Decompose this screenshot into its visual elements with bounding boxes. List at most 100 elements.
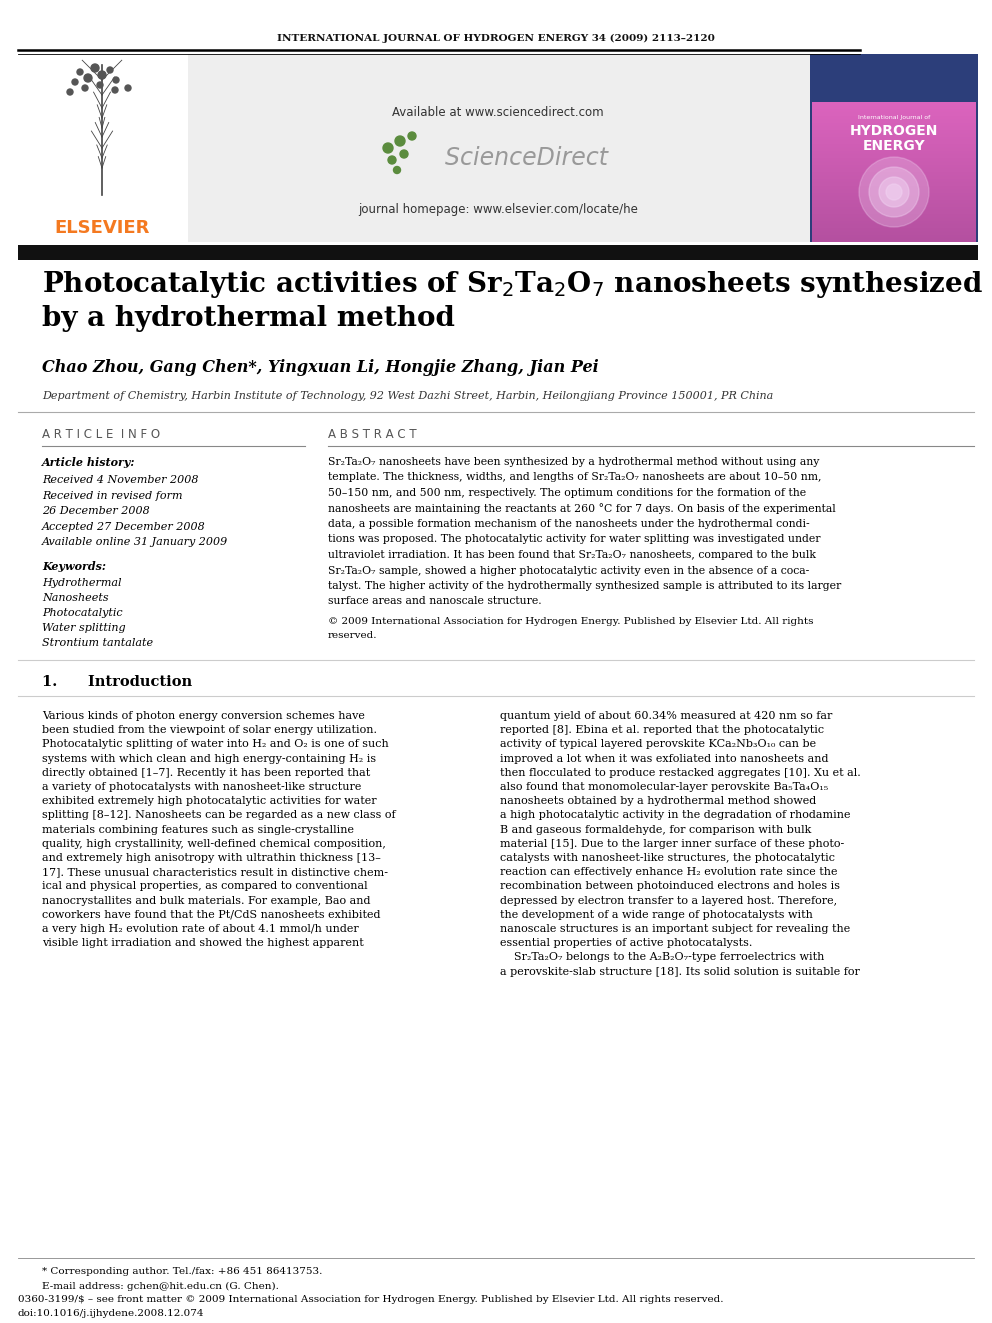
Text: doi:10.1016/j.ijhydene.2008.12.074: doi:10.1016/j.ijhydene.2008.12.074	[18, 1308, 204, 1318]
Text: coworkers have found that the Pt/CdS nanosheets exhibited: coworkers have found that the Pt/CdS nan…	[42, 910, 381, 919]
Text: nanosheets obtained by a hydrothermal method showed: nanosheets obtained by a hydrothermal me…	[500, 796, 816, 806]
Bar	[18, 54, 186, 242]
Bar	[188, 54, 810, 242]
Circle shape	[408, 132, 416, 140]
Text: E-mail address: gchen@hit.edu.cn (G. Chen).: E-mail address: gchen@hit.edu.cn (G. Che…	[42, 1282, 279, 1290]
Text: Photocatalytic splitting of water into H₂ and O₂ is one of such: Photocatalytic splitting of water into H…	[42, 740, 389, 749]
Text: journal homepage: www.elsevier.com/locate/he: journal homepage: www.elsevier.com/locat…	[358, 204, 638, 217]
Circle shape	[107, 67, 113, 73]
Circle shape	[84, 74, 92, 82]
Text: INTERNATIONAL JOURNAL OF HYDROGEN ENERGY 34 (2009) 2113–2120: INTERNATIONAL JOURNAL OF HYDROGEN ENERGY…	[277, 33, 715, 42]
Text: materials combining features such as single-crystalline: materials combining features such as sin…	[42, 824, 354, 835]
Text: ultraviolet irradiation. It has been found that Sr₂Ta₂O₇ nanosheets, compared to: ultraviolet irradiation. It has been fou…	[328, 550, 816, 560]
Text: International Journal of: International Journal of	[858, 115, 930, 120]
Text: Various kinds of photon energy conversion schemes have: Various kinds of photon energy conversio…	[42, 710, 365, 721]
Text: data, a possible formation mechanism of the nanosheets under the hydrothermal co: data, a possible formation mechanism of …	[328, 519, 809, 529]
Text: A B S T R A C T: A B S T R A C T	[328, 429, 417, 442]
Circle shape	[112, 87, 118, 93]
Circle shape	[388, 156, 396, 164]
Text: 50–150 nm, and 500 nm, respectively. The optimum conditions for the formation of: 50–150 nm, and 500 nm, respectively. The…	[328, 488, 806, 497]
Text: systems with which clean and high energy-containing H₂ is: systems with which clean and high energy…	[42, 754, 376, 763]
Text: Department of Chemistry, Harbin Institute of Technology, 92 West Dazhi Street, H: Department of Chemistry, Harbin Institut…	[42, 392, 773, 401]
Text: Photocatalytic activities of Sr$_2$Ta$_2$O$_7$ nanosheets synthesized: Photocatalytic activities of Sr$_2$Ta$_2…	[42, 270, 983, 300]
Circle shape	[869, 167, 919, 217]
Circle shape	[82, 85, 88, 91]
Text: © 2009 International Association for Hydrogen Energy. Published by Elsevier Ltd.: © 2009 International Association for Hyd…	[328, 618, 813, 627]
Text: B and gaseous formaldehyde, for comparison with bulk: B and gaseous formaldehyde, for comparis…	[500, 824, 811, 835]
Text: HYDROGEN: HYDROGEN	[850, 124, 938, 138]
Text: directly obtained [1–7]. Recently it has been reported that: directly obtained [1–7]. Recently it has…	[42, 767, 370, 778]
Text: Strontium tantalate: Strontium tantalate	[42, 638, 153, 648]
Text: Sr₂Ta₂O₇ sample, showed a higher photocatalytic activity even in the absence of : Sr₂Ta₂O₇ sample, showed a higher photoca…	[328, 565, 809, 576]
Circle shape	[879, 177, 909, 206]
Bar	[810, 54, 978, 242]
Text: A R T I C L E  I N F O: A R T I C L E I N F O	[42, 429, 160, 442]
Text: ical and physical properties, as compared to conventional: ical and physical properties, as compare…	[42, 881, 368, 892]
Text: a very high H₂ evolution rate of about 4.1 mmol/h under: a very high H₂ evolution rate of about 4…	[42, 923, 359, 934]
Text: surface areas and nanoscale structure.: surface areas and nanoscale structure.	[328, 597, 542, 606]
Text: a high photocatalytic activity in the degradation of rhodamine: a high photocatalytic activity in the de…	[500, 811, 850, 820]
Circle shape	[98, 71, 106, 79]
Text: tions was proposed. The photocatalytic activity for water splitting was investig: tions was proposed. The photocatalytic a…	[328, 534, 820, 545]
Circle shape	[394, 167, 401, 173]
Circle shape	[72, 79, 78, 85]
Text: the development of a wide range of photocatalysts with: the development of a wide range of photo…	[500, 910, 812, 919]
Text: Water splitting: Water splitting	[42, 623, 126, 632]
Text: material [15]. Due to the larger inner surface of these photo-: material [15]. Due to the larger inner s…	[500, 839, 844, 849]
Text: Sr₂Ta₂O₇ belongs to the A₂B₂O₇-type ferroelectrics with: Sr₂Ta₂O₇ belongs to the A₂B₂O₇-type ferr…	[500, 953, 824, 962]
Text: nanocrystallites and bulk materials. For example, Bao and: nanocrystallites and bulk materials. For…	[42, 896, 370, 906]
Circle shape	[67, 89, 73, 95]
Circle shape	[886, 184, 902, 200]
Circle shape	[91, 64, 99, 71]
Text: Received in revised form: Received in revised form	[42, 491, 183, 501]
Text: also found that monomolecular-layer perovskite Ba₅Ta₄O₁₅: also found that monomolecular-layer pero…	[500, 782, 828, 792]
Text: Received 4 November 2008: Received 4 November 2008	[42, 475, 198, 486]
Text: Article history:: Article history:	[42, 458, 136, 468]
Text: nanosheets are maintaining the reactants at 260 °C for 7 days. On basis of the e: nanosheets are maintaining the reactants…	[328, 503, 835, 513]
Circle shape	[400, 149, 408, 157]
Text: depressed by electron transfer to a layered host. Therefore,: depressed by electron transfer to a laye…	[500, 896, 837, 906]
Bar	[18, 245, 978, 261]
Text: essential properties of active photocatalysts.: essential properties of active photocata…	[500, 938, 752, 949]
Text: Photocatalytic: Photocatalytic	[42, 609, 123, 618]
Text: Sr₂Ta₂O₇ nanosheets have been synthesized by a hydrothermal method without using: Sr₂Ta₂O₇ nanosheets have been synthesize…	[328, 456, 819, 467]
Circle shape	[859, 157, 929, 228]
Text: 0360-3199/$ – see front matter © 2009 International Association for Hydrogen Ene: 0360-3199/$ – see front matter © 2009 In…	[18, 1295, 723, 1304]
Text: then flocculated to produce restacked aggregates [10]. Xu et al.: then flocculated to produce restacked ag…	[500, 767, 861, 778]
Text: Available at www.sciencedirect.com: Available at www.sciencedirect.com	[392, 106, 604, 119]
Circle shape	[125, 85, 131, 91]
Text: 26 December 2008: 26 December 2008	[42, 505, 150, 516]
Text: by a hydrothermal method: by a hydrothermal method	[42, 304, 455, 332]
Text: recombination between photoinduced electrons and holes is: recombination between photoinduced elect…	[500, 881, 840, 892]
Text: splitting [8–12]. Nanosheets can be regarded as a new class of: splitting [8–12]. Nanosheets can be rega…	[42, 811, 396, 820]
Text: been studied from the viewpoint of solar energy utilization.: been studied from the viewpoint of solar…	[42, 725, 377, 736]
Text: 17]. These unusual characteristics result in distinctive chem-: 17]. These unusual characteristics resul…	[42, 867, 388, 877]
Text: 1.      Introduction: 1. Introduction	[42, 675, 192, 689]
Text: reserved.: reserved.	[328, 631, 378, 639]
Circle shape	[383, 143, 393, 153]
Text: activity of typical layered perovskite KCa₂Nb₃O₁₀ can be: activity of typical layered perovskite K…	[500, 740, 816, 749]
Text: quality, high crystallinity, well-defined chemical composition,: quality, high crystallinity, well-define…	[42, 839, 386, 849]
Text: Available online 31 January 2009: Available online 31 January 2009	[42, 537, 228, 546]
Text: reaction can effectively enhance H₂ evolution rate since the: reaction can effectively enhance H₂ evol…	[500, 867, 837, 877]
Circle shape	[113, 77, 119, 83]
Text: exhibited extremely high photocatalytic activities for water: exhibited extremely high photocatalytic …	[42, 796, 377, 806]
Text: visible light irradiation and showed the highest apparent: visible light irradiation and showed the…	[42, 938, 364, 949]
Text: talyst. The higher activity of the hydrothermally synthesized sample is attribut: talyst. The higher activity of the hydro…	[328, 581, 841, 591]
Text: and extremely high anisotropy with ultrathin thickness [13–: and extremely high anisotropy with ultra…	[42, 853, 381, 863]
Text: a perovskite-slab structure [18]. Its solid solution is suitable for: a perovskite-slab structure [18]. Its so…	[500, 967, 860, 976]
Text: reported [8]. Ebina et al. reported that the photocatalytic: reported [8]. Ebina et al. reported that…	[500, 725, 824, 736]
Circle shape	[97, 82, 103, 89]
Circle shape	[77, 69, 83, 75]
Text: Accepted 27 December 2008: Accepted 27 December 2008	[42, 523, 205, 532]
Circle shape	[395, 136, 405, 146]
Text: Hydrothermal: Hydrothermal	[42, 578, 121, 587]
Text: Keywords:: Keywords:	[42, 561, 106, 573]
Text: template. The thickness, widths, and lengths of Sr₂Ta₂O₇ nanosheets are about 10: template. The thickness, widths, and len…	[328, 472, 821, 483]
Text: ELSEVIER: ELSEVIER	[55, 220, 150, 237]
Text: Nanosheets: Nanosheets	[42, 593, 109, 603]
Text: quantum yield of about 60.34% measured at 420 nm so far: quantum yield of about 60.34% measured a…	[500, 710, 832, 721]
Text: ENERGY: ENERGY	[863, 139, 926, 153]
Text: a variety of photocatalysts with nanosheet-like structure: a variety of photocatalysts with nanoshe…	[42, 782, 361, 792]
Text: ScienceDirect: ScienceDirect	[388, 146, 608, 169]
